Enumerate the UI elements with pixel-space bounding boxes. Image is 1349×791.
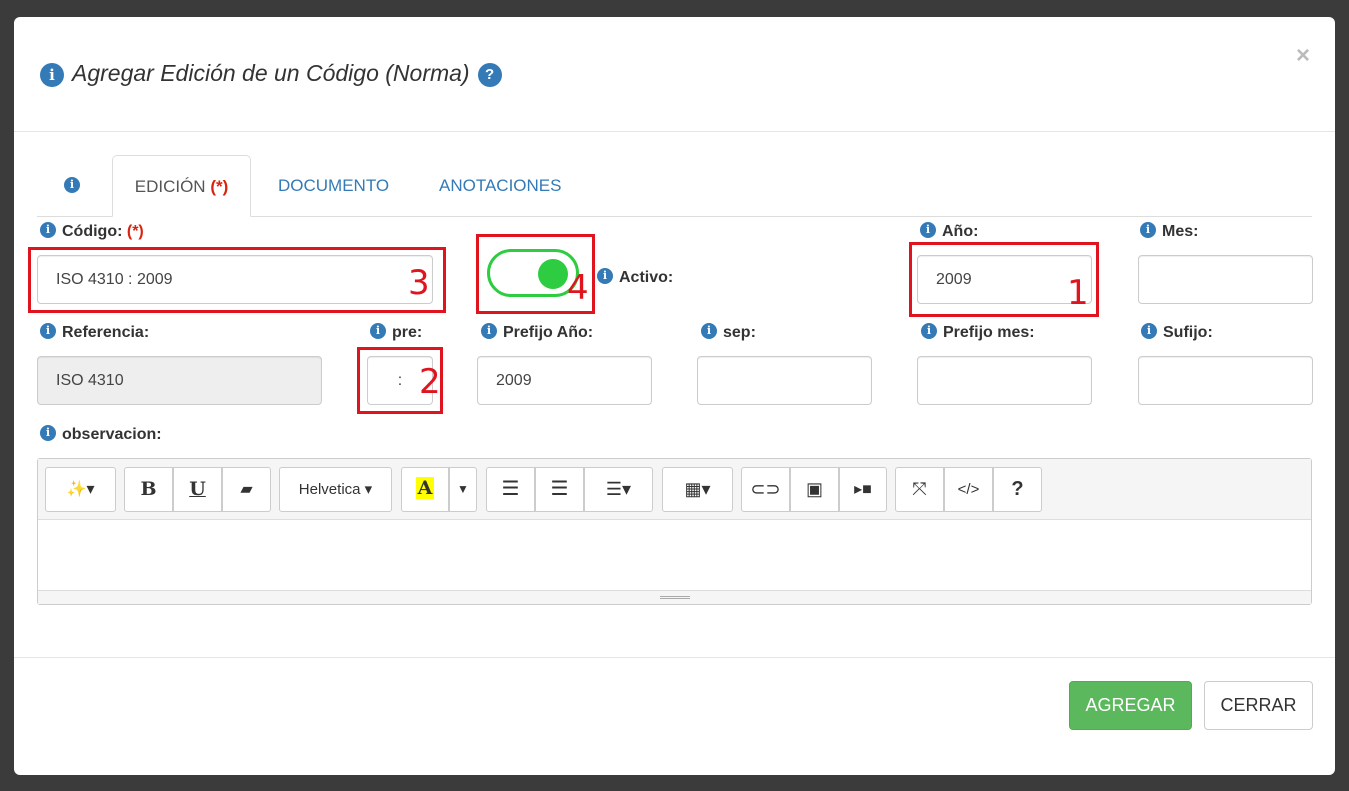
pre-input[interactable]: : — [367, 356, 433, 405]
observacion-editor: ✨▾ B U ▰ Helvetica ▾ A ▼ ☰ ☰ ☰▾ ▦▾ ⊂⊃ ▣ … — [37, 458, 1312, 605]
info-icon: i — [481, 323, 497, 340]
font-dropdown[interactable]: Helvetica ▾ — [279, 467, 392, 512]
color-dropdown-icon[interactable]: ▼ — [449, 467, 477, 512]
observacion-label: i observacion: — [40, 425, 162, 444]
modal-title: i Agregar Edición de un Código (Norma)? — [40, 60, 510, 87]
sufijo-label: i Sufijo: — [1141, 323, 1213, 342]
info-icon: i — [921, 323, 937, 340]
codigo-label: i Código: (*) — [40, 222, 144, 241]
style-magic-icon[interactable]: ✨▾ — [45, 467, 116, 512]
prefijo-mes-label: i Prefijo mes: — [921, 323, 1035, 342]
pre-label: i pre: — [370, 323, 422, 342]
underline-button[interactable]: U — [173, 467, 222, 512]
annotation-number-3: 3 — [408, 263, 430, 303]
video-icon[interactable]: ▸■ — [839, 467, 887, 512]
align-icon[interactable]: ☰▾ — [584, 467, 653, 512]
fullscreen-icon[interactable]: ⤧ — [895, 467, 944, 512]
unordered-list-icon[interactable]: ☰ — [486, 467, 535, 512]
codigo-input[interactable]: ISO 4310 : 2009 — [37, 255, 433, 304]
toggle-knob — [538, 259, 568, 289]
info-icon: i — [40, 222, 56, 239]
anio-input[interactable]: 2009 — [917, 255, 1092, 304]
activo-label: i Activo: — [597, 268, 673, 287]
resize-handle[interactable] — [38, 590, 1311, 604]
sufijo-input[interactable] — [1138, 356, 1313, 405]
text-color-button[interactable]: A — [401, 467, 449, 512]
prefijo-anio-label: i Prefijo Año: — [481, 323, 593, 342]
mes-label: i Mes: — [1140, 222, 1198, 241]
annotation-number-4: 4 — [567, 268, 589, 308]
anio-label: i Año: — [920, 222, 978, 241]
mes-input[interactable] — [1138, 255, 1313, 304]
info-icon: i — [920, 222, 936, 239]
link-icon[interactable]: ⊂⊃ — [741, 467, 790, 512]
prefijo-mes-input[interactable] — [917, 356, 1092, 405]
info-icon: i — [40, 62, 64, 87]
divider — [14, 131, 1335, 132]
editor-toolbar: ✨▾ B U ▰ Helvetica ▾ A ▼ ☰ ☰ ☰▾ ▦▾ ⊂⊃ ▣ … — [38, 459, 1311, 520]
editor-content[interactable] — [38, 521, 1311, 591]
info-icon: i — [1140, 222, 1156, 239]
info-tab-icon[interactable]: i — [64, 177, 80, 193]
tab-anotaciones[interactable]: ANOTACIONES — [439, 176, 562, 195]
help-button[interactable]: ? — [993, 467, 1042, 512]
footer-divider — [14, 657, 1335, 658]
table-icon[interactable]: ▦▾ — [662, 467, 733, 512]
info-icon: i — [597, 268, 613, 285]
title-text: Agregar Edición de un Código (Norma) — [72, 60, 470, 86]
referencia-input: ISO 4310 — [37, 356, 322, 405]
agregar-button[interactable]: AGREGAR — [1069, 681, 1192, 730]
eraser-icon[interactable]: ▰ — [222, 467, 271, 512]
cerrar-button[interactable]: CERRAR — [1204, 681, 1313, 730]
code-view-button[interactable]: </> — [944, 467, 993, 512]
tab-documento[interactable]: DOCUMENTO — [278, 176, 390, 195]
bold-button[interactable]: B — [124, 467, 173, 512]
info-icon: i — [370, 323, 386, 340]
info-icon: i — [701, 323, 717, 340]
ordered-list-icon[interactable]: ☰ — [535, 467, 584, 512]
info-icon: i — [1141, 323, 1157, 340]
annotation-box-1 — [909, 242, 1099, 317]
sep-label: i sep: — [701, 323, 756, 342]
annotation-number-2: 2 — [419, 362, 441, 402]
referencia-label: i Referencia: — [40, 323, 149, 342]
sep-input[interactable] — [697, 356, 872, 405]
tab-edicion[interactable]: EDICIÓN (*) — [112, 155, 251, 217]
info-icon: i — [40, 323, 56, 340]
close-icon[interactable]: × — [1296, 42, 1311, 69]
image-icon[interactable]: ▣ — [790, 467, 839, 512]
annotation-box-2 — [357, 347, 443, 414]
annotation-box-3 — [28, 247, 446, 313]
activo-toggle[interactable] — [487, 249, 579, 297]
annotation-box-4 — [476, 234, 595, 314]
info-icon: i — [40, 425, 56, 442]
annotation-number-1: 1 — [1067, 273, 1089, 313]
prefijo-anio-input[interactable]: 2009 — [477, 356, 652, 405]
tabs-line — [37, 216, 1312, 217]
help-icon[interactable]: ? — [477, 62, 502, 87]
